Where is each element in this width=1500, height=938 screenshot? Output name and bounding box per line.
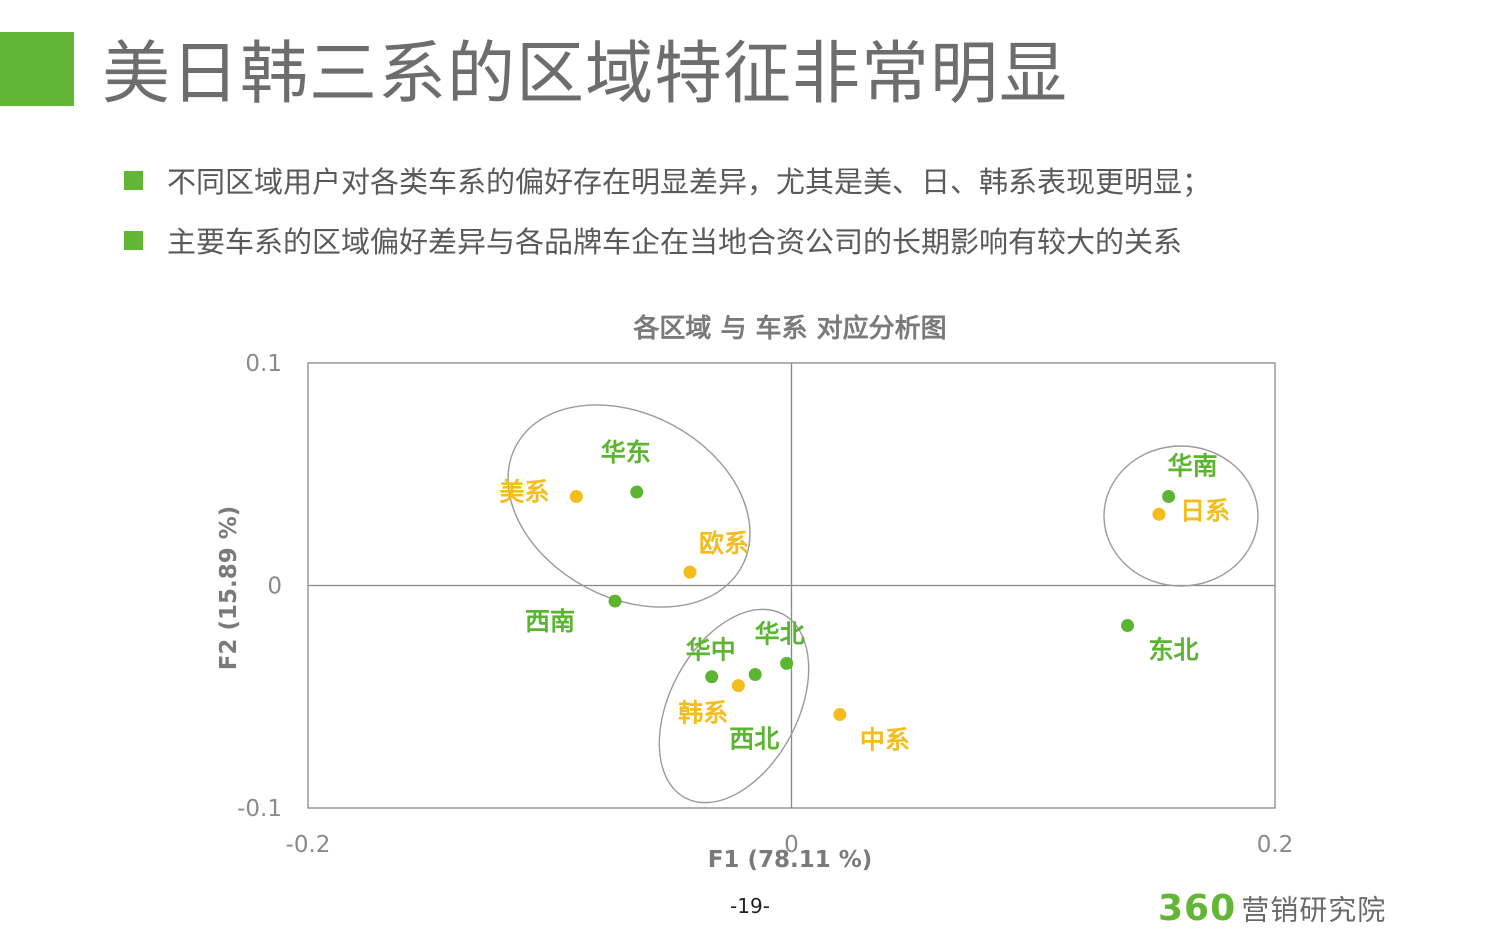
grouping-ellipse-1: [507, 404, 751, 608]
point-car-series: [569, 490, 583, 503]
bullet-item: 不同区域用户对各类车系的偏好存在明显差异，尤其是美、日、韩系表现更明显；: [124, 150, 1211, 210]
x-tick-label: 0.2: [1257, 832, 1294, 858]
point-label: 华东: [601, 438, 651, 467]
bullet-text: 不同区域用户对各类车系的偏好存在明显差异，尤其是美、日、韩系表现更明显；: [167, 165, 1212, 199]
title-accent-block: [0, 32, 74, 106]
page-title: 美日韩三系的区域特征非常明显: [102, 35, 1069, 114]
point-region: [630, 485, 644, 499]
logo-number: 360: [1158, 888, 1237, 929]
point-car-series: [731, 679, 745, 693]
point-region: [1121, 619, 1135, 633]
grouping-ellipse-3: [1103, 445, 1259, 587]
y-tick-label: 0: [267, 574, 282, 600]
point-label: 中系: [860, 726, 910, 755]
x-tick-label: 0: [784, 832, 799, 858]
point-region: [780, 656, 794, 670]
point-label: 韩系: [678, 699, 728, 728]
y-axis-label: F2 (15.89 %): [216, 506, 242, 671]
point-label: 华北: [755, 619, 805, 648]
axes-layer: -0.2 0 0.2 0.1 0 -0.1: [237, 351, 1293, 858]
logo-text: 营销研究院: [1241, 893, 1387, 927]
point-label: 西北: [729, 725, 779, 754]
point-label: 西南: [525, 607, 575, 636]
brand-logo: 360 营销研究院: [1158, 888, 1386, 929]
point-region: [1162, 490, 1176, 503]
point-label: 日系: [1180, 496, 1230, 525]
point-label: 欧系: [699, 529, 749, 558]
bullet-square-icon: [124, 230, 143, 250]
grouping-ellipses: [507, 404, 1259, 804]
point-region: [608, 594, 622, 608]
x-axis-label: F1 (78.11 %): [708, 847, 873, 873]
bullet-list: 不同区域用户对各类车系的偏好存在明显差异，尤其是美、日、韩系表现更明显； 主要车…: [124, 150, 1211, 270]
point-label: 美系: [499, 478, 549, 507]
grouping-ellipse-2: [658, 608, 810, 804]
point-car-series: [1152, 507, 1166, 521]
page-number: -19-: [730, 894, 770, 918]
chart-title: 各区域 与 车系 对应分析图: [632, 313, 946, 344]
point-label: 华南: [1168, 452, 1218, 481]
point-region: [705, 670, 719, 684]
point-car-series: [683, 565, 697, 579]
bullet-square-icon: [124, 170, 143, 190]
y-tick-label: 0.1: [245, 351, 282, 377]
point-region: [748, 668, 762, 681]
point-label: 东北: [1149, 636, 1199, 665]
bullet-item: 主要车系的区域偏好差异与各品牌车企在当地合资公司的长期影响有较大的关系: [124, 210, 1211, 270]
point-label: 华中: [686, 636, 736, 665]
bullet-text: 主要车系的区域偏好差异与各品牌车企在当地合资公司的长期影响有较大的关系: [167, 225, 1183, 259]
data-points: [569, 485, 1176, 722]
point-car-series: [833, 708, 847, 722]
x-tick-label: -0.2: [286, 832, 331, 858]
y-tick-label: -0.1: [237, 796, 282, 822]
